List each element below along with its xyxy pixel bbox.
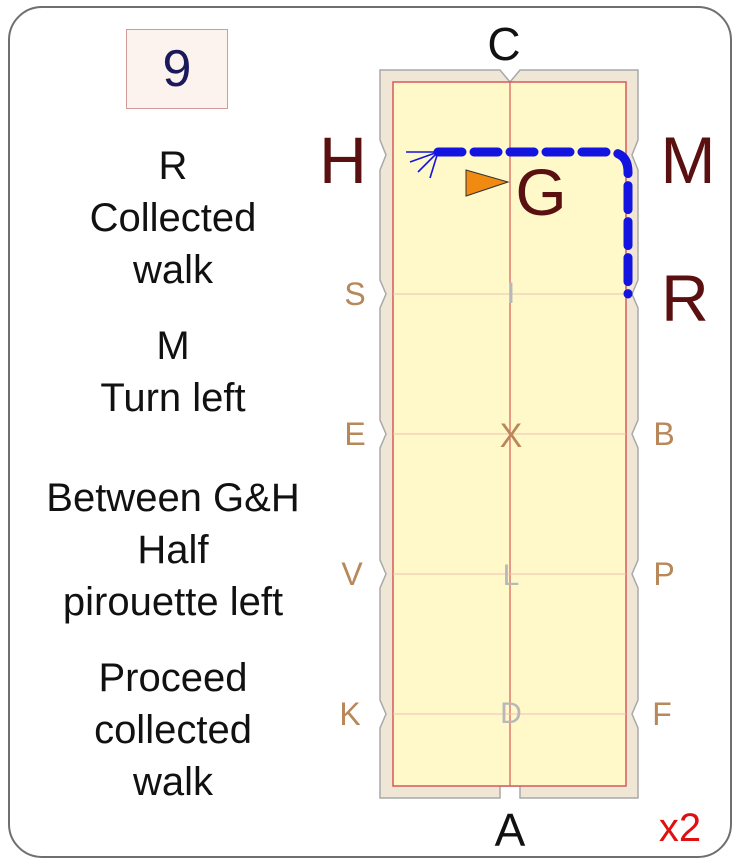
marker-center-3: X xyxy=(499,417,523,455)
step-1: R Collected walk xyxy=(30,140,316,296)
marker-top: C xyxy=(487,18,521,70)
repeat-count: x2 xyxy=(658,806,702,850)
step-4-line-2: collected xyxy=(94,708,252,752)
marker-left-1: H xyxy=(319,123,367,197)
marker-left-5: K xyxy=(339,696,361,732)
step-3-line-3: pirouette left xyxy=(62,580,284,624)
marker-right-5: F xyxy=(652,696,672,732)
step-3: Between G&H Half pirouette left xyxy=(30,472,316,628)
test-number: 9 xyxy=(162,40,192,98)
marker-right-1: M xyxy=(660,123,716,197)
marker-left-4: V xyxy=(341,556,363,592)
test-number-box: 9 xyxy=(126,29,228,109)
marker-center-2: I xyxy=(506,277,516,310)
marker-left-3: E xyxy=(344,416,366,452)
step-4: Proceed collected walk xyxy=(30,652,316,808)
step-1-line-3: walk xyxy=(132,248,214,292)
step-3-line-2: Half xyxy=(137,528,209,572)
step-3-line-1: Between G&H xyxy=(46,476,300,520)
step-1-line-1: R xyxy=(158,144,188,188)
step-2: M Turn left xyxy=(30,320,316,424)
marker-right-2: R xyxy=(661,261,709,335)
step-2-line-1: M xyxy=(156,324,190,368)
direction-triangle-icon xyxy=(465,169,510,197)
marker-bottom: A xyxy=(494,804,526,856)
transition-star-icon xyxy=(406,151,439,179)
movement-path xyxy=(433,147,633,299)
marker-right-3: B xyxy=(653,416,675,452)
marker-left-2: S xyxy=(344,276,366,312)
step-4-line-3: walk xyxy=(132,760,214,804)
marker-center-4: L xyxy=(502,559,520,592)
marker-center-1: G xyxy=(515,155,567,229)
step-4-line-1: Proceed xyxy=(98,656,248,700)
step-2-line-2: Turn left xyxy=(100,376,246,420)
marker-center-5: D xyxy=(500,697,522,730)
marker-right-4: P xyxy=(653,556,675,592)
step-1-line-2: Collected xyxy=(89,196,257,240)
